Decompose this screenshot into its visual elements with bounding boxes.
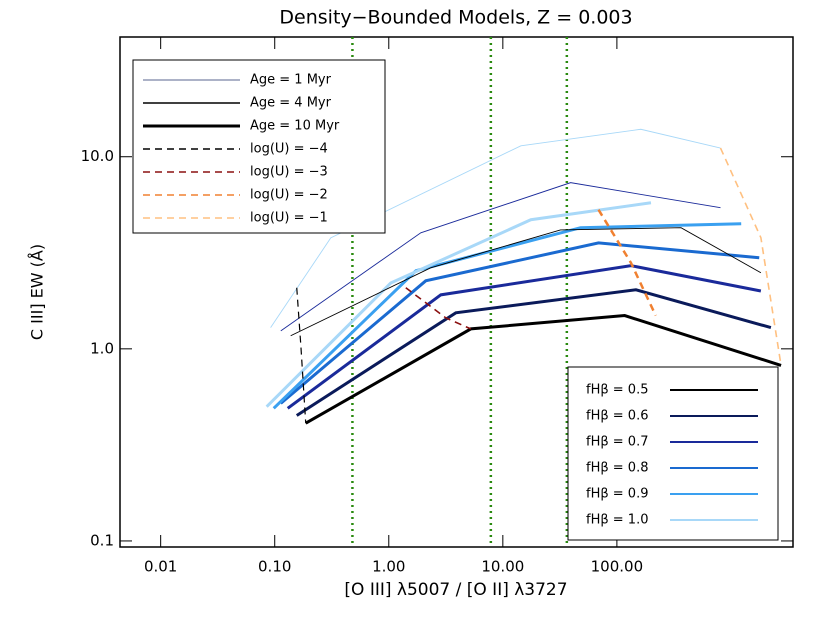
y-axis-label: C III] EW (Å) <box>28 244 47 340</box>
series-line <box>279 241 760 405</box>
legend-label: fHβ = 0.5 <box>586 383 648 398</box>
legend-label: fHβ = 0.8 <box>586 461 648 476</box>
legend-label: log(U) = −4 <box>250 142 328 157</box>
chart-title: Density−Bounded Models, Z = 0.003 <box>279 7 632 29</box>
legend-label: Age = 1 Myr <box>250 73 332 88</box>
x-tick-label: 0.10 <box>258 558 291 576</box>
plot-frame <box>119 36 794 548</box>
y-tick-label: 1.0 <box>90 339 114 357</box>
legend-label: Age = 10 Myr <box>250 119 340 134</box>
series-line <box>295 288 772 417</box>
legend-label: fHβ = 0.7 <box>586 435 648 450</box>
legend-label: log(U) = −3 <box>250 165 328 180</box>
legend-label: log(U) = −1 <box>250 211 328 226</box>
legend-label: fHβ = 1.0 <box>586 513 648 528</box>
x-tick-label: 10.00 <box>481 558 524 576</box>
x-tick-label: 0.01 <box>144 558 177 576</box>
legend-label: fHβ = 0.6 <box>586 409 648 424</box>
series-line <box>290 227 762 337</box>
series-line <box>719 147 782 366</box>
x-tick-label: 1.00 <box>372 558 405 576</box>
series-line <box>597 209 657 317</box>
legend-label: Age = 4 Myr <box>250 96 332 111</box>
series-line <box>296 287 307 424</box>
x-axis-label: [O III] λ5007 / [O II] λ3727 <box>344 580 567 600</box>
series-line <box>304 314 782 425</box>
series-line <box>405 287 472 330</box>
series-line <box>265 201 652 408</box>
series-line <box>272 222 742 410</box>
legend-label: log(U) = −2 <box>250 188 328 203</box>
series-line <box>280 182 721 332</box>
y-tick-label: 0.1 <box>90 531 114 549</box>
series-line <box>286 264 762 410</box>
y-tick-label: 10.0 <box>81 147 114 165</box>
x-tick-label: 100.00 <box>591 558 644 576</box>
legend-box <box>567 366 779 541</box>
legend-box <box>132 59 386 234</box>
series-line <box>270 128 721 328</box>
legend-label: fHβ = 0.9 <box>586 487 648 502</box>
